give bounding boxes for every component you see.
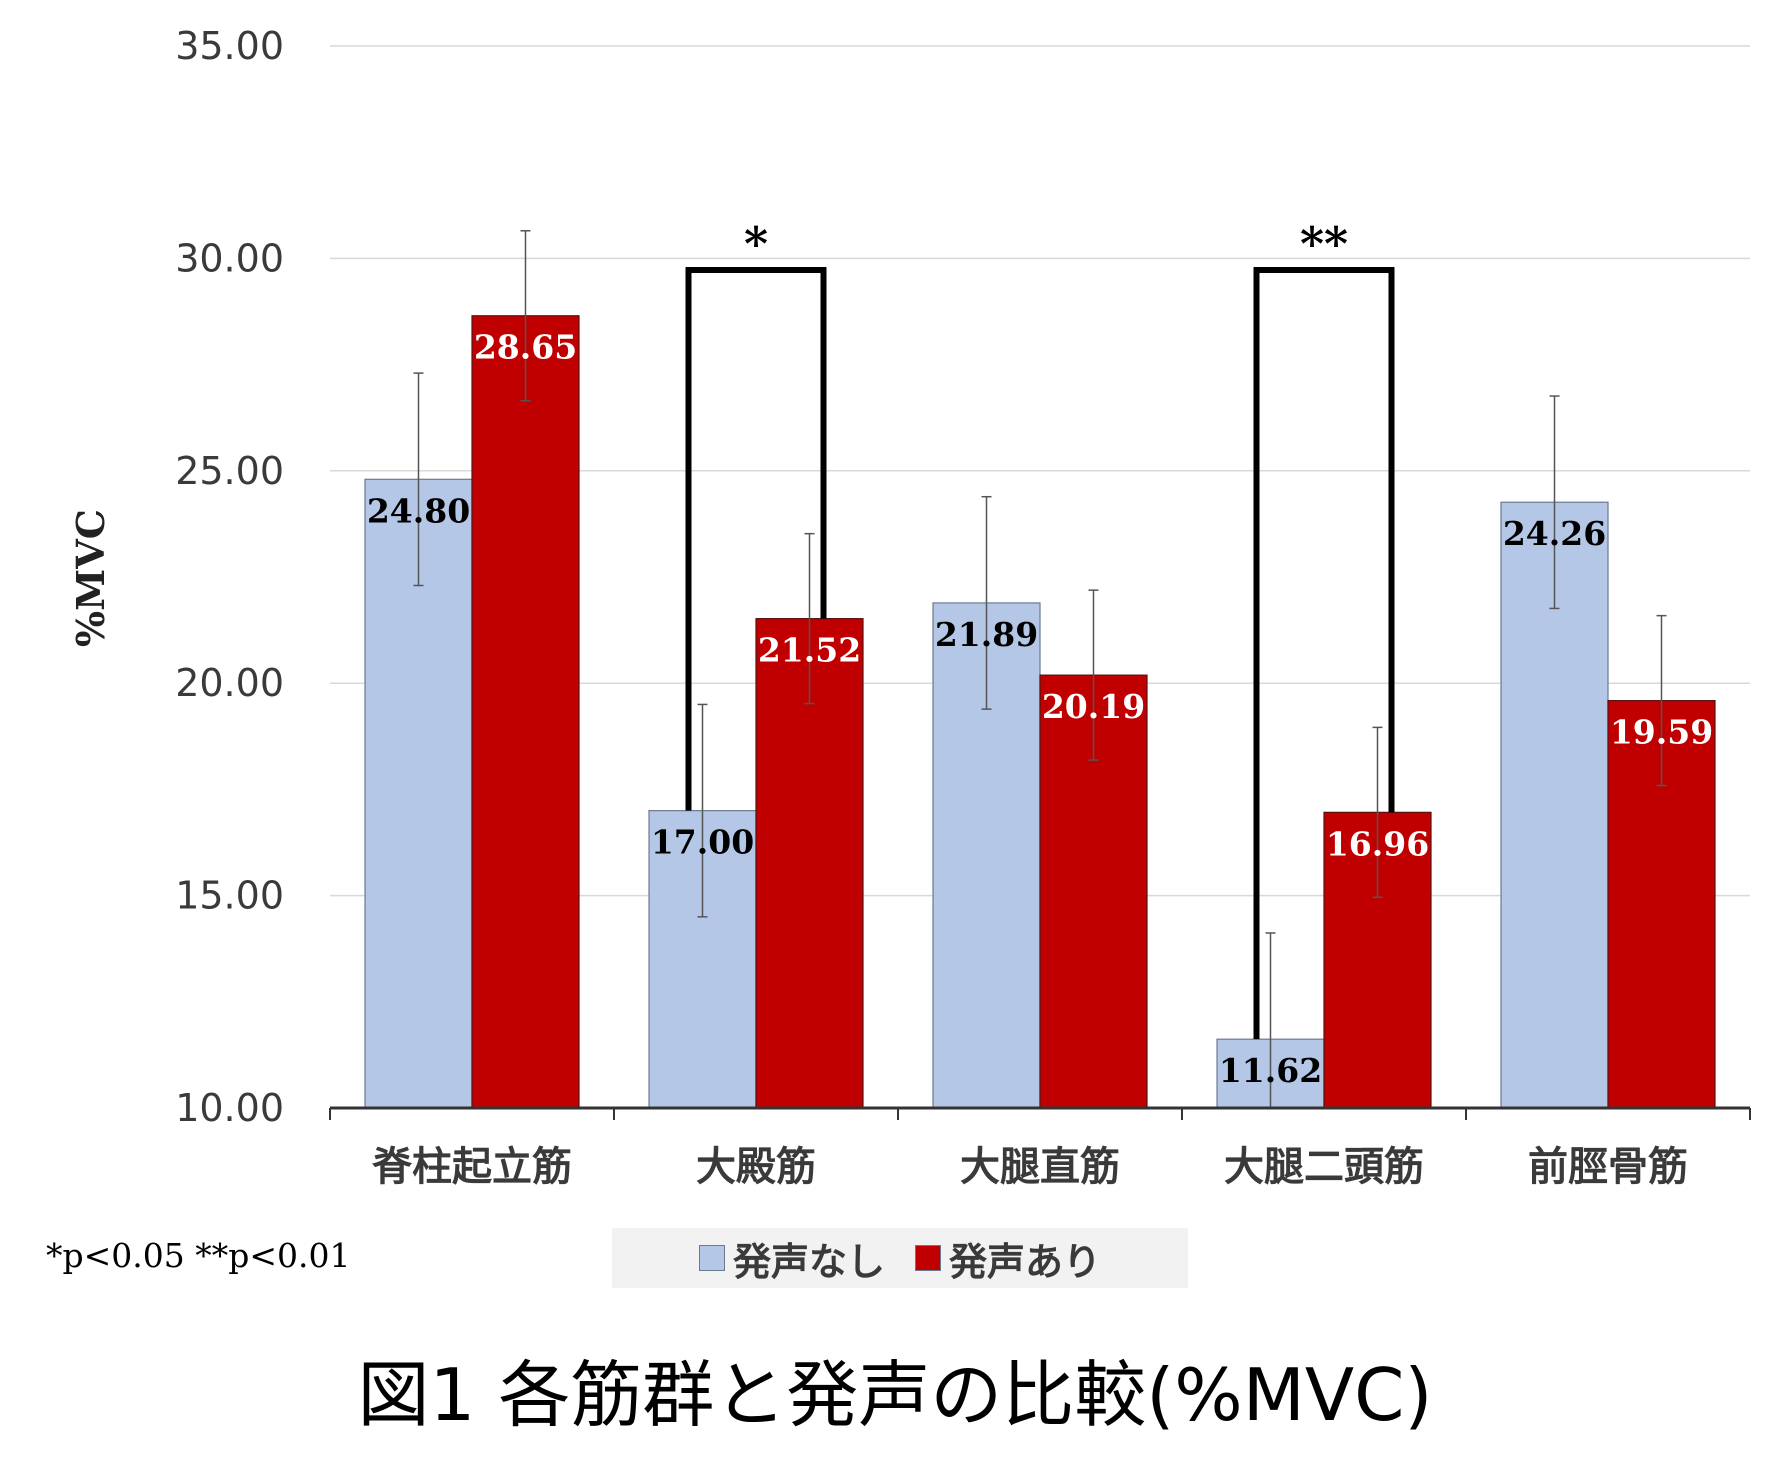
category-label: 大腿直筋 [960, 1144, 1120, 1190]
y-tick-label: 30.00 [175, 236, 284, 280]
category-label: 大腿二頭筋 [1224, 1144, 1424, 1190]
data-label: 16.96 [1326, 824, 1429, 863]
category-label: 脊柱起立筋 [372, 1144, 572, 1190]
legend-item-no-voice: 発声なし [698, 1231, 885, 1286]
data-label: 28.65 [474, 328, 577, 367]
significance-marker: ** [1300, 217, 1348, 271]
category-label: 大殿筋 [696, 1144, 816, 1190]
legend-label-voice: 発声あり [949, 1239, 1102, 1284]
y-tick-label: 20.00 [175, 661, 284, 705]
y-axis-label: %MVC [68, 509, 113, 647]
legend-item-voice: 発声あり [915, 1231, 1101, 1286]
x-axis: 脊柱起立筋 大殿筋 大腿直筋 大腿二頭筋 前脛骨筋 [329, 1106, 1751, 1190]
legend-swatch-no-voice [698, 1245, 725, 1271]
data-label: 11.62 [1219, 1051, 1322, 1090]
y-tick-label: 25.00 [175, 449, 284, 493]
bar [471, 315, 580, 1109]
data-label: 21.52 [758, 631, 861, 670]
data-label: 21.89 [935, 615, 1038, 654]
significance-brackets: * ** [685, 217, 1395, 1040]
y-tick-label: 10.00 [175, 1086, 284, 1130]
error-bars [413, 230, 1667, 1109]
data-labels: 24.80 17.00 21.89 11.62 24.26 28.65 21.52 20.19… [367, 328, 1713, 1090]
legend-label-no-voice: 発声なし [732, 1239, 885, 1284]
significance-bracket [1253, 267, 1395, 1040]
y-axis: 10.00 15.00 20.00 25.00 30.00 35.00 [175, 24, 284, 1130]
data-label: 20.19 [1042, 687, 1145, 726]
y-tick-label: 15.00 [175, 874, 284, 918]
data-label: 24.80 [367, 491, 470, 530]
legend-swatch-voice [915, 1245, 941, 1271]
data-label: 24.26 [1503, 514, 1606, 553]
category-label: 前脛骨筋 [1528, 1144, 1688, 1190]
bars [364, 315, 1716, 1109]
y-tick-label: 35.00 [175, 24, 284, 68]
significance-bracket [685, 267, 827, 811]
data-label: 17.00 [651, 823, 754, 862]
data-label: 19.59 [1610, 713, 1713, 752]
significance-marker: * [744, 217, 768, 271]
figure-caption: 図1 各筋群と発声の比較(%MVC) [357, 1353, 1433, 1437]
significance-note: *p<0.05 **p<0.01 [46, 1236, 351, 1275]
legend: 発声なし 発声あり [612, 1228, 1188, 1288]
